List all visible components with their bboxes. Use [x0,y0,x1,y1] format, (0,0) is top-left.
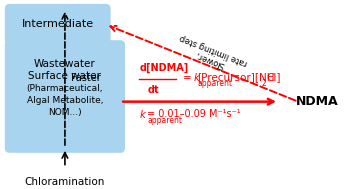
Text: = $k$: = $k$ [182,71,202,83]
Text: Cl]: Cl] [266,72,281,82]
Text: Slower,
rate limiting step: Slower, rate limiting step [174,33,249,77]
Text: Wastewater: Wastewater [34,59,96,69]
Text: NOM...): NOM...) [48,108,82,117]
Text: [Precursor][NH: [Precursor][NH [197,72,275,82]
Text: Intermediate: Intermediate [22,19,94,29]
Text: Algal Metabolite,: Algal Metabolite, [27,96,103,105]
Text: apparent: apparent [197,78,232,88]
Text: dt: dt [147,85,159,95]
Text: d[NDMA]: d[NDMA] [139,63,189,73]
Text: (Pharmaceutical,: (Pharmaceutical, [27,84,103,93]
Text: apparent: apparent [147,116,182,125]
Text: Faster: Faster [71,73,100,83]
FancyBboxPatch shape [5,40,125,153]
FancyBboxPatch shape [5,4,111,45]
Text: Chloramination: Chloramination [25,177,105,187]
Text: NDMA: NDMA [296,95,339,108]
Text: 2: 2 [262,78,266,88]
Text: Surface water: Surface water [28,70,101,81]
Text: = 0.01–0.09 M⁻¹s⁻¹: = 0.01–0.09 M⁻¹s⁻¹ [147,109,241,119]
Text: $k$: $k$ [139,108,148,120]
